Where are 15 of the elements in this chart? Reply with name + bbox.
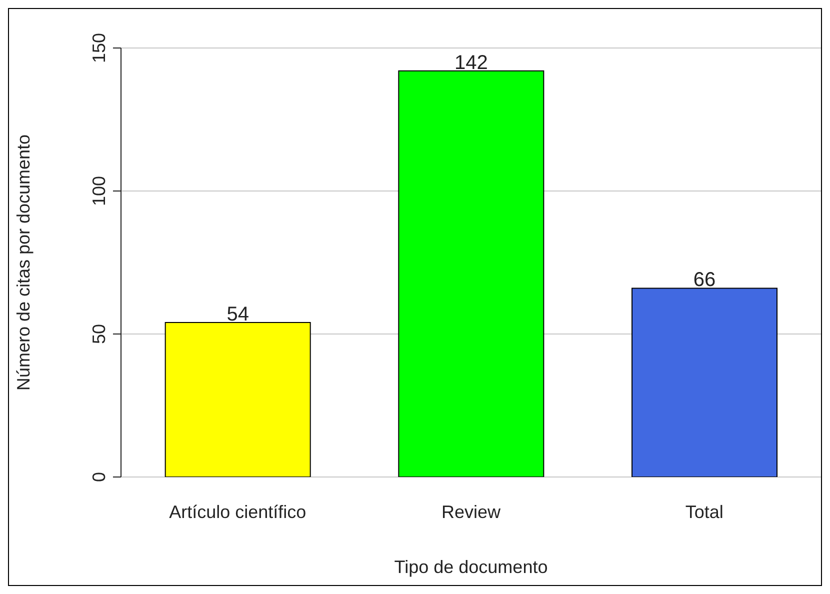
data-label: 66 [693,269,716,292]
bar [164,322,311,477]
data-label: 142 [454,52,488,74]
y-axis-title: Número de citas por documento [13,134,34,391]
x-tick-label: Review [441,502,502,522]
x-tick-label: Artículo científico [169,502,306,522]
y-tick-label: 100 [89,176,109,206]
y-tick-label: 0 [89,472,109,482]
x-axis-title: Tipo de documento [394,557,548,577]
y-tick-label: 50 [89,324,109,344]
bar [398,70,544,477]
data-label: 54 [226,304,249,326]
bar [632,288,778,477]
x-tick-label: Total [685,502,724,522]
y-tick-label: 150 [89,32,109,64]
